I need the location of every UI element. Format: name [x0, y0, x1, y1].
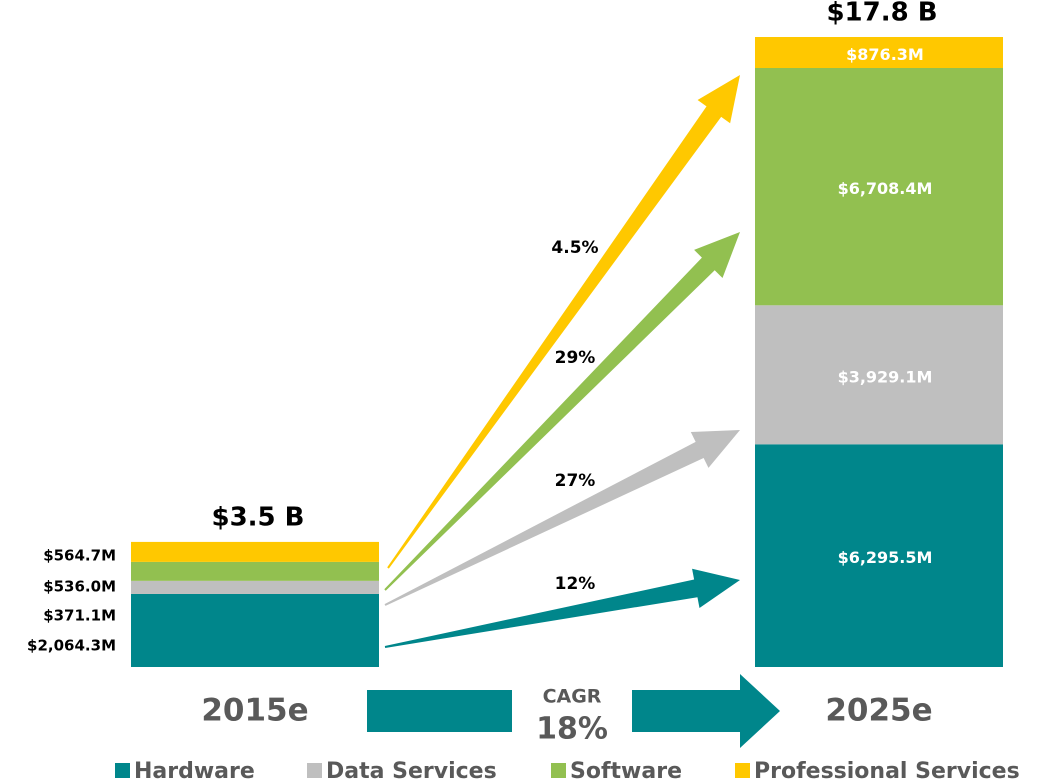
value-label: $6,708.4M [838, 179, 933, 198]
value-label: $6,295.5M [838, 548, 933, 567]
bar-segment [131, 561, 379, 581]
x-tick-label: 2015e [201, 693, 308, 729]
growth-label: 12% [555, 574, 596, 594]
growth-arrow [387, 75, 740, 569]
legend-label: Data Services [326, 759, 497, 781]
bar-segment [755, 67, 1003, 306]
growth-arrow [384, 568, 740, 648]
legend-label: Software [570, 759, 682, 781]
total-label: $3.5 B [211, 502, 304, 532]
growth-arrow [384, 232, 740, 591]
value-label: $3,929.1M [838, 367, 933, 386]
bar-segment [131, 580, 379, 594]
bar-segment [755, 305, 1003, 445]
value-label: $536.0M [43, 578, 116, 596]
value-label: $564.7M [43, 547, 116, 565]
bar-segment [755, 444, 1003, 667]
cagr-arrow-tail [367, 690, 512, 732]
cagr-value: 18% [536, 712, 608, 747]
bar-segment [131, 593, 379, 667]
bar-segment [131, 541, 379, 562]
growth-label: 4.5% [551, 238, 598, 258]
legend-swatch [307, 763, 322, 778]
legend-swatch [115, 763, 130, 778]
legend-swatch [735, 763, 750, 778]
growth-arrow [384, 430, 740, 606]
legend-swatch [551, 763, 566, 778]
legend-label: Hardware [134, 759, 255, 781]
value-label: $371.1M [43, 607, 116, 625]
x-tick-label: 2025e [825, 693, 932, 729]
value-label: $2,064.3M [27, 637, 116, 655]
value-label: $876.3M [846, 45, 924, 64]
cagr-arrow-head [632, 674, 780, 748]
total-label: $17.8 B [826, 0, 937, 28]
growth-label: 29% [555, 348, 596, 368]
legend-label: Professional Services [754, 759, 1020, 781]
bar-segment [755, 37, 1003, 68]
growth-label: 27% [555, 471, 596, 491]
cagr-title: CAGR [543, 686, 602, 708]
